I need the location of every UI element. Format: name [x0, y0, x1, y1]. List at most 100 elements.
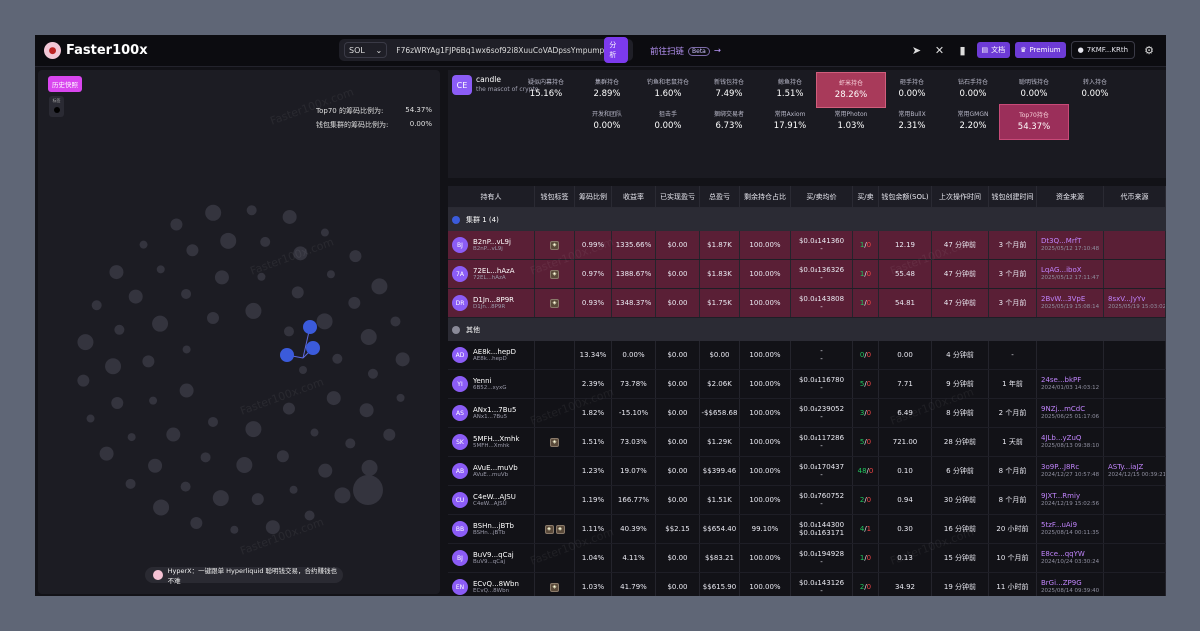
holder-cell[interactable]: YI Yenni 6B52...xyxG: [448, 370, 535, 398]
token-source[interactable]: [1104, 486, 1166, 514]
holder-bubble[interactable]: [283, 326, 294, 337]
table-row[interactable]: EN ECvQ...8Wbn ECvQ...8Wbn ◈ 1.03% 41.79% $0.0…: [448, 573, 1166, 596]
funding-source[interactable]: 4JLb...yZuQ 2025/08/13 09:38:10: [1037, 428, 1104, 456]
funding-address[interactable]: E8ce...qqYW: [1041, 549, 1085, 558]
funding-source[interactable]: BrGi...ZP9G 2025/08/14 09:39:40: [1037, 573, 1104, 596]
holder-bubble[interactable]: [180, 481, 191, 492]
holder-bubble[interactable]: [291, 286, 304, 299]
table-row[interactable]: BJ B2nP...vL9j B2nP...vL9j ◈ 0.99% 1335.66% $0…: [448, 231, 1166, 260]
table-row[interactable]: CU C4eW...AJSU C4eW...AJSU 1.19% 166.77% $0.0…: [448, 486, 1166, 515]
bubble-map[interactable]: [73, 200, 413, 540]
holder-bubble[interactable]: [310, 428, 319, 437]
table-row[interactable]: DR D1Jn...8P9R D1Jn...8P9R ◈ 0.93% 1348.37% $0…: [448, 289, 1166, 318]
holder-cell[interactable]: CU C4eW...AJSU C4eW...AJSU: [448, 486, 535, 514]
holder-bubble[interactable]: [212, 490, 229, 507]
holder-bubble[interactable]: [299, 366, 307, 374]
holder-bubble[interactable]: [148, 458, 163, 473]
holder-bubble[interactable]: [332, 353, 343, 364]
column-header[interactable]: 持有人: [448, 186, 535, 207]
holder-bubble[interactable]: [353, 475, 383, 505]
token-source[interactable]: [1104, 515, 1166, 543]
column-header[interactable]: 代币来源: [1104, 186, 1166, 207]
holder-bubble[interactable]: [99, 446, 114, 461]
token-source[interactable]: [1104, 573, 1166, 596]
holder-bubble[interactable]: [316, 313, 333, 330]
funding-address[interactable]: 9NZj...mCdC: [1041, 404, 1086, 413]
history-snapshot-button[interactable]: 历史快照: [48, 76, 82, 92]
holder-bubble[interactable]: [334, 487, 351, 504]
funding-source[interactable]: [1037, 341, 1104, 369]
holder-bubble[interactable]: [181, 288, 192, 299]
holder-bubble[interactable]: [179, 383, 194, 398]
token-source[interactable]: [1104, 231, 1166, 259]
holder-bubble[interactable]: [383, 428, 396, 441]
holder-bubble[interactable]: [371, 278, 388, 295]
holder-cell[interactable]: SK 5MFH...Xmhk 5MFH...Xmhk: [448, 428, 535, 456]
holder-bubble[interactable]: [282, 402, 295, 415]
holder-bubble[interactable]: [282, 209, 297, 224]
wallet-button[interactable]: ● 7KMF...KRth: [1070, 41, 1135, 59]
holder-bubble[interactable]: [77, 334, 94, 351]
cluster-group-header[interactable]: 集群 1 (4): [448, 208, 1166, 231]
holder-bubble[interactable]: [349, 250, 362, 263]
column-header[interactable]: 资金来源: [1037, 186, 1104, 207]
token-source[interactable]: [1104, 544, 1166, 572]
holder-bubble[interactable]: [205, 204, 222, 221]
others-group-header[interactable]: 其他: [448, 318, 1166, 341]
token-source[interactable]: [1104, 370, 1166, 398]
scan-link[interactable]: 前往扫链 Beta →: [650, 45, 721, 57]
holder-bubble[interactable]: [359, 403, 374, 418]
cluster-bubble[interactable]: [303, 320, 317, 334]
holder-bubble[interactable]: [251, 493, 264, 506]
cluster-bubble[interactable]: [306, 341, 320, 355]
holder-bubble[interactable]: [360, 328, 377, 345]
holder-bubble[interactable]: [257, 272, 266, 281]
funding-address[interactable]: 5tzF...uAi9: [1041, 520, 1078, 529]
holder-bubble[interactable]: [367, 368, 378, 379]
funding-source[interactable]: 5tzF...uAi9 2025/08/14 00:11:35: [1037, 515, 1104, 543]
funding-address[interactable]: 2BvW...3VpE: [1041, 294, 1086, 303]
holder-bubble[interactable]: [208, 416, 218, 427]
funding-source[interactable]: E8ce...qqYW 2024/10/24 03:30:24: [1037, 544, 1104, 572]
funding-source[interactable]: Dt3Q...MrfT 2025/05/12 17:10:48: [1037, 231, 1104, 259]
chain-select[interactable]: SOL ⌄: [344, 42, 388, 58]
column-header[interactable]: 剩余持仓占比: [740, 186, 791, 207]
token-source[interactable]: ASTy...iaJZ 2024/12/15 00:39:21: [1104, 457, 1166, 485]
holder-bubble[interactable]: [304, 510, 315, 521]
column-header[interactable]: 收益率: [612, 186, 656, 207]
column-header[interactable]: 上次操作时间: [932, 186, 989, 207]
premium-button[interactable]: ♛ Premium: [1015, 42, 1066, 58]
table-row[interactable]: AB AVuE...muVb AVuE...muVb 1.23% 19.07% $0.00…: [448, 457, 1166, 486]
holder-bubble[interactable]: [348, 296, 361, 309]
funding-address[interactable]: Dt3Q...MrfT: [1041, 236, 1082, 245]
address-input[interactable]: F76zWRYAg1FJP6Bq1wx6sof92i8XuuCoVADpssYm…: [396, 45, 605, 55]
column-header[interactable]: 钱包标签: [535, 186, 575, 207]
table-row[interactable]: AD AE8k...hepD AE8k...hepD 13.34% 0.00% $0.00…: [448, 341, 1166, 370]
table-row[interactable]: YI Yenni 6B52...xyxG 2.39% 73.78% $0.00 $2.06K…: [448, 370, 1166, 399]
holder-bubble[interactable]: [289, 485, 298, 494]
funding-address[interactable]: 3o9P...J8Rc: [1041, 462, 1080, 471]
column-header[interactable]: 买/卖: [853, 186, 879, 207]
holder-bubble[interactable]: [127, 433, 136, 442]
holder-bubble[interactable]: [153, 499, 170, 516]
column-header[interactable]: 已实现盈亏: [656, 186, 700, 207]
holder-bubble[interactable]: [109, 265, 124, 280]
x-twitter-icon[interactable]: ✕: [934, 43, 945, 57]
holder-bubble[interactable]: [186, 244, 199, 257]
funding-address[interactable]: LqAG...iboX: [1041, 265, 1082, 274]
funding-address[interactable]: 24se...bkPF: [1041, 375, 1082, 384]
mark-toggle[interactable]: 标签: [49, 96, 64, 117]
column-header[interactable]: 筹码比例: [575, 186, 612, 207]
holder-cell[interactable]: BJ B2nP...vL9j B2nP...vL9j: [448, 231, 535, 259]
holder-cell[interactable]: 7A 72EL...hAzA 72EL...hAzA: [448, 260, 535, 288]
table-row[interactable]: AS ANx1...7Bu5 ANx1...7Bu5 1.82% -15.10% $0.0…: [448, 399, 1166, 428]
token-source[interactable]: [1104, 399, 1166, 427]
holder-bubble[interactable]: [260, 236, 271, 247]
column-header[interactable]: 总盈亏: [700, 186, 740, 207]
table-row[interactable]: SK 5MFH...Xmhk 5MFH...Xmhk ◈ 1.51% 73.03% $0.0…: [448, 428, 1166, 457]
token-source[interactable]: [1104, 260, 1166, 288]
holder-bubble[interactable]: [390, 316, 401, 327]
holder-cell[interactable]: AS ANx1...7Bu5 ANx1...7Bu5: [448, 399, 535, 427]
holder-cell[interactable]: AD AE8k...hepD AE8k...hepD: [448, 341, 535, 369]
table-row[interactable]: BB BSHn...jBTb BSHn...jBTb ◈ ◈ 1.11% 40.39% $$2…: [448, 515, 1166, 544]
